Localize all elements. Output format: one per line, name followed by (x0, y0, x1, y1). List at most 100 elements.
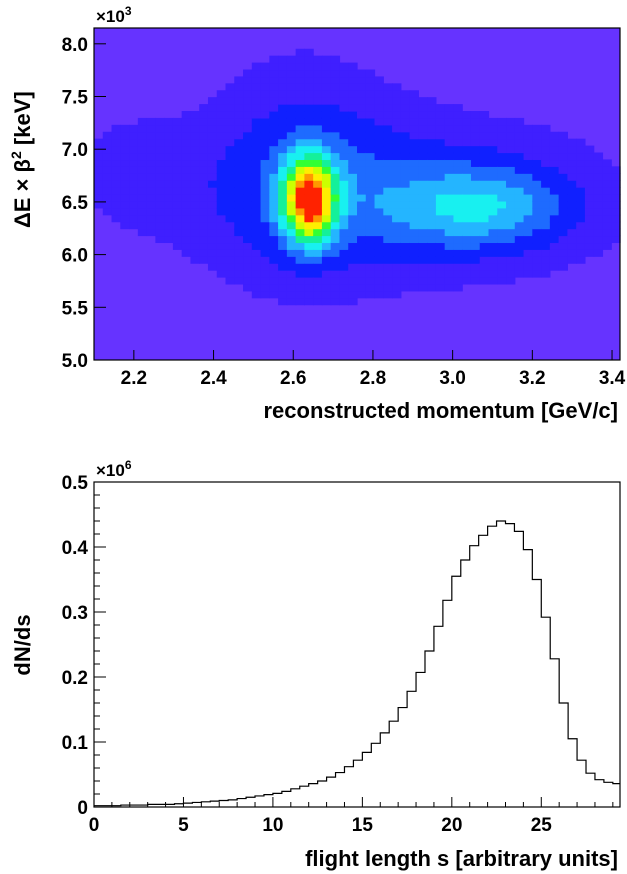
heatmap-y-tick-label: 6.0 (62, 246, 88, 267)
heatmap-cell (243, 214, 253, 223)
heatmap-cell (400, 173, 411, 181)
heatmap-cell (479, 194, 490, 202)
heatmap-cell (409, 131, 419, 140)
heatmap-cell (286, 104, 297, 112)
heatmap-cell (357, 145, 367, 154)
heatmap-cell (313, 90, 323, 98)
heatmap-cell (251, 180, 262, 188)
heatmap-cell (409, 194, 419, 202)
heatmap-cell (234, 221, 244, 230)
heatmap-cell (181, 235, 192, 244)
heatmap-cell (190, 214, 200, 223)
heatmap-cell (374, 207, 384, 216)
heatmap-cell (225, 207, 235, 216)
histogram-x-tick-label: 15 (352, 815, 374, 836)
heatmap-cell (111, 131, 121, 140)
heatmap-cell (295, 83, 305, 91)
heatmap-cell (243, 180, 253, 188)
heatmap-cell (593, 242, 604, 250)
heatmap-cell (199, 228, 209, 237)
heatmap-cell (102, 180, 113, 188)
heatmap-cell (111, 159, 121, 167)
heatmap-cell (348, 194, 358, 202)
heatmap-cell (251, 111, 262, 119)
heatmap-cell (155, 207, 165, 216)
heatmap-cell (383, 83, 393, 91)
heatmap-cell (155, 187, 165, 195)
heatmap-cell (427, 263, 437, 271)
heatmap-cell (497, 117, 507, 126)
heatmap-cell (427, 152, 437, 161)
heatmap-x-tick-label: 3.0 (439, 368, 465, 389)
heatmap-cell (286, 111, 297, 119)
heatmap-cell (155, 159, 165, 167)
heatmap-cell (427, 166, 437, 174)
heatmap-cell (506, 214, 516, 223)
heatmap-cell (348, 180, 358, 188)
heatmap-cell (357, 124, 367, 133)
heatmap-cell (286, 235, 297, 244)
heatmap-cell (199, 124, 209, 133)
heatmap-cell (172, 242, 183, 250)
heatmap-cell (549, 194, 560, 202)
heatmap-cell (207, 180, 218, 188)
heatmap-cell (216, 124, 227, 133)
heatmap-cell (102, 152, 113, 161)
histogram-x-tick-label: 0 (89, 815, 100, 836)
heatmap-cell (278, 131, 288, 140)
heatmap-cell (453, 124, 463, 133)
heatmap-cell (549, 200, 560, 209)
heatmap-cell (435, 152, 446, 161)
heatmap-cell (321, 242, 332, 250)
heatmap-cell (129, 221, 139, 230)
heatmap-cell (488, 152, 498, 161)
heatmap-cell (602, 166, 612, 174)
histogram-y-multiplier: ×106 (96, 458, 132, 480)
heatmap-cell (523, 145, 533, 154)
heatmap-cell (278, 90, 288, 98)
heatmap-cell (497, 207, 507, 216)
heatmap-cell (225, 277, 235, 285)
heatmap-cell (137, 152, 148, 161)
heatmap-cell (409, 256, 419, 264)
heatmap-cell (365, 138, 376, 147)
heatmap-cell (225, 159, 235, 167)
heatmap-cell (295, 145, 305, 154)
heatmap-cell (593, 221, 604, 230)
heatmap-cell (348, 111, 358, 119)
heatmap-cell (111, 207, 121, 216)
heatmap-cell (190, 152, 200, 161)
heatmap-cell (304, 62, 314, 71)
heatmap-cell (479, 249, 490, 257)
heatmap-cell (129, 180, 139, 188)
heatmap-cell (120, 166, 130, 174)
heatmap-cell (357, 138, 367, 147)
heatmap-cell (146, 221, 156, 230)
heatmap-cell (243, 104, 253, 112)
heatmap-cell (549, 228, 560, 237)
heatmap-cell (497, 242, 507, 250)
heatmap-cell (278, 104, 288, 112)
heatmap-cell (506, 242, 516, 250)
heatmap-cell (602, 159, 612, 167)
heatmap-cell (313, 283, 323, 292)
heatmap-cell (164, 173, 174, 181)
heatmap-cell (374, 111, 384, 119)
heatmap-cell (304, 104, 314, 112)
heatmap-cell (102, 200, 113, 209)
heatmap-cell (453, 277, 463, 285)
heatmap-cell (427, 97, 437, 105)
heatmap-cell (558, 194, 568, 202)
heatmap-cell (295, 48, 305, 57)
heatmap-cell (190, 111, 200, 119)
heatmap-cell (164, 131, 174, 140)
heatmap-cell (295, 290, 305, 299)
heatmap-cell (269, 69, 279, 78)
heatmap-cell (207, 145, 218, 154)
heatmap-cell (102, 145, 113, 154)
heatmap-cell (418, 124, 428, 133)
heatmap-cell (243, 145, 253, 154)
heatmap-cell (400, 221, 411, 230)
heatmap-cell (199, 256, 209, 264)
heatmap-cell (207, 207, 218, 216)
